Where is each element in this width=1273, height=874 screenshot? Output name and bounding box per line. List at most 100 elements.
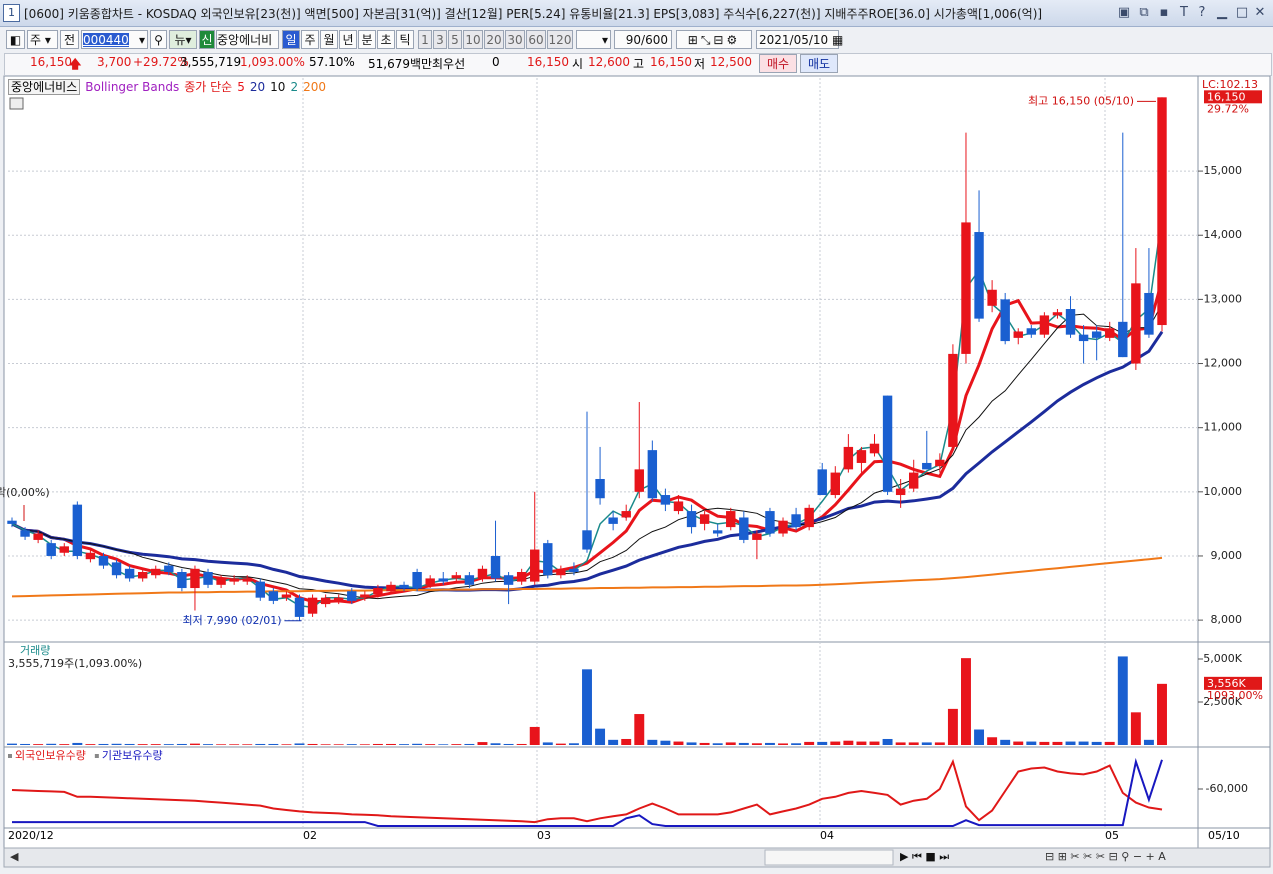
news: 뉴: [174, 33, 186, 47]
candle-body: [843, 446, 854, 470]
count-input[interactable]: 90/600: [614, 30, 672, 49]
scrollbar[interactable]: [3, 847, 1271, 868]
window-button[interactable]: ▪: [1159, 5, 1169, 20]
turnover: 57.10%: [309, 55, 355, 69]
scroll-thumb[interactable]: [764, 849, 894, 866]
volume-bar: [386, 743, 396, 745]
last-rate: 29.72%: [1207, 102, 1249, 115]
candle-body: [961, 222, 971, 354]
y-tick-label: 11,000: [1204, 421, 1243, 434]
period-button[interactable]: 월: [320, 30, 338, 49]
low-annotation: 최저 7,990 (02/01): [182, 614, 281, 627]
unit-select[interactable]: ▾: [576, 30, 611, 49]
candle-body: [1118, 321, 1128, 358]
candle-body: [164, 565, 174, 573]
interval-button[interactable]: 3: [433, 30, 447, 49]
volume-bar: [974, 729, 985, 745]
candle-body: [647, 450, 658, 499]
period-button[interactable]: 일: [282, 30, 300, 49]
volume-bar: [163, 744, 174, 745]
y-tick-label: 13,000: [1204, 292, 1243, 305]
candle-body: [477, 568, 488, 579]
window-button[interactable]: ▣: [1117, 5, 1131, 20]
search-button[interactable]: ⚲: [150, 30, 167, 49]
candle-body: [7, 520, 17, 524]
volume-bar: [621, 738, 632, 745]
period-button[interactable]: 년: [339, 30, 357, 49]
prev-button[interactable]: 전: [60, 30, 79, 49]
volume-bar: [20, 743, 31, 745]
interval-button[interactable]: 20: [484, 30, 504, 49]
interval-button[interactable]: 1: [418, 30, 432, 49]
period-button[interactable]: 초: [377, 30, 395, 49]
candle-body: [935, 459, 945, 467]
candle-body: [464, 575, 475, 585]
interval-button[interactable]: 120: [547, 30, 573, 49]
candle-body: [726, 511, 736, 528]
candle-body: [229, 578, 239, 582]
window-button[interactable]: ✕: [1254, 5, 1266, 20]
candle-body: [882, 395, 893, 492]
market-select[interactable]: 주 ▾: [27, 30, 58, 49]
scroll-left[interactable]: ◀: [10, 850, 19, 863]
interval-button[interactable]: 5: [448, 30, 462, 49]
date: 2021/05/10: [759, 33, 829, 47]
candle-body: [190, 568, 200, 589]
period-button[interactable]: 주: [301, 30, 319, 49]
y-tick-label: 9,000: [1211, 549, 1243, 562]
volume-bar: [1078, 741, 1089, 745]
code-input[interactable]: 000440 ▾: [81, 30, 148, 49]
tool-icons[interactable]: ⊟ ⊞ ✂ ✂ ✂ ⊟ ⚲ − + A: [1045, 850, 1166, 863]
volume-bar: [1052, 741, 1063, 745]
volume-bar: [242, 744, 253, 745]
high-label: 고: [633, 57, 645, 71]
volume-bar: [660, 740, 671, 745]
legend-period: 5: [237, 80, 245, 94]
volume-bar: [791, 743, 802, 745]
period-button[interactable]: 분: [358, 30, 376, 49]
interval-button[interactable]: 10: [463, 30, 483, 49]
window-button[interactable]: □: [1235, 5, 1249, 20]
sell-button[interactable]: 매도: [800, 54, 838, 73]
window-button[interactable]: ?: [1198, 5, 1206, 20]
volume-bar: [699, 742, 710, 745]
candle-body: [1131, 283, 1141, 364]
window-button[interactable]: ⧉: [1139, 5, 1149, 20]
change: 3,700: [97, 55, 132, 69]
candle-body: [987, 289, 997, 306]
news-button[interactable]: 뉴▾: [169, 30, 197, 49]
high-annotation: 최고 16,150 (05/10): [1028, 94, 1134, 107]
candle-body: [556, 568, 566, 576]
volume-bar: [947, 708, 958, 745]
volume-bar: [320, 744, 331, 745]
interval-button[interactable]: 60: [526, 30, 546, 49]
volume-bar: [346, 744, 357, 745]
date-input[interactable]: 2021/05/10 ▦: [756, 30, 843, 49]
volume-bar: [921, 742, 932, 745]
volume: 3,555,719: [180, 55, 242, 69]
candle-body: [1105, 328, 1115, 338]
candle-body: [569, 568, 579, 573]
moving-average: [11, 556, 1163, 598]
volume-bar: [869, 741, 880, 745]
legend-swatch: [94, 754, 99, 758]
candle-body: [177, 572, 187, 589]
nav-buttons[interactable]: ▶ ⏮ ■ ⏭: [900, 850, 949, 863]
candle-body: [974, 232, 984, 319]
volume-bar: [1065, 741, 1076, 745]
table-icon[interactable]: [9, 97, 24, 110]
volume-bar: [85, 744, 96, 745]
period-button[interactable]: 틱: [396, 30, 414, 49]
tool-icons[interactable]: ⊞⤡⊟⚙: [676, 30, 752, 49]
legend-swatch: [8, 754, 12, 758]
interval-button[interactable]: 30: [505, 30, 525, 49]
y-tick-label: 10,000: [1204, 485, 1243, 498]
legend-period: 20: [249, 80, 266, 94]
candle-body: [686, 511, 697, 528]
window-button[interactable]: T: [1180, 5, 1188, 20]
buy-button[interactable]: 매수: [759, 54, 797, 73]
candle-body: [595, 478, 605, 499]
menu-icon[interactable]: ◧: [6, 30, 25, 49]
window-button[interactable]: ▁: [1217, 5, 1227, 20]
volume-bar: [686, 742, 697, 745]
